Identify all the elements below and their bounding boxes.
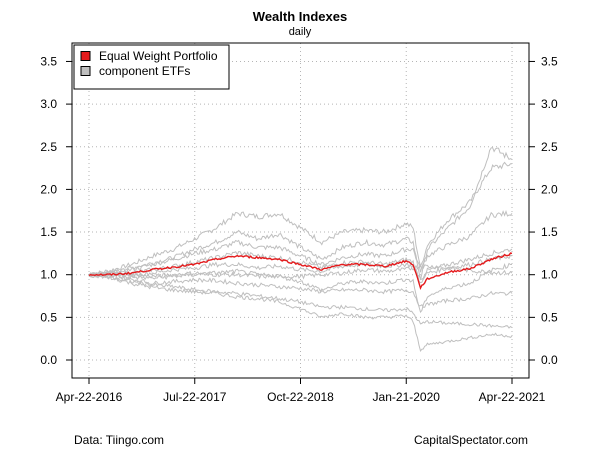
- legend-label: Equal Weight Portfolio: [99, 49, 218, 63]
- chart-title: Wealth Indexes: [252, 9, 348, 24]
- x-tick-label: Jan-21-2020: [373, 390, 441, 404]
- y-tick-label-right: 0.0: [541, 353, 558, 367]
- y-tick-label-left: 0.5: [40, 310, 57, 324]
- legend-box: [73, 44, 230, 90]
- y-tick-label-right: 0.5: [541, 310, 558, 324]
- x-tick-label: Jul-22-2017: [163, 390, 227, 404]
- y-tick-label-right: 1.0: [541, 268, 558, 282]
- y-tick-label-right: 2.5: [541, 140, 558, 154]
- component-etf-line-10: [88, 262, 512, 314]
- legend-swatch: [80, 51, 91, 61]
- y-tick-label-left: 1.0: [40, 268, 57, 282]
- y-tick-label-left: 3.0: [40, 97, 57, 111]
- y-tick-label-left: 2.0: [40, 182, 57, 196]
- equal-weight-portfolio-line: [88, 252, 513, 291]
- y-tick-label-right: 3.5: [541, 54, 558, 68]
- component-etf-line-2: [88, 147, 513, 281]
- x-tick-label: Apr-22-2021: [479, 390, 546, 404]
- y-tick-label-right: 3.0: [541, 97, 558, 111]
- y-tick-label-left: 2.5: [40, 140, 57, 154]
- website-credit: CapitalSpectator.com: [413, 433, 528, 447]
- legend-swatch: [80, 66, 91, 76]
- component-etf-line-5: [88, 254, 513, 281]
- data-source-note: Data: Tiingo.com: [74, 433, 165, 447]
- x-tick-label: Oct-22-2018: [267, 390, 334, 404]
- legend-label: component ETFs: [99, 64, 190, 78]
- component-etf-line-6: [88, 264, 513, 280]
- component-etf-line-8: [88, 273, 513, 329]
- y-tick-label-left: 0.0: [40, 353, 57, 367]
- component-etf-line-3: [88, 209, 513, 277]
- y-tick-label-left: 1.5: [40, 225, 57, 239]
- y-tick-label-right: 1.5: [541, 225, 558, 239]
- component-etf-line-9: [88, 272, 513, 352]
- chart-subtitle: daily: [288, 26, 312, 38]
- component-etf-line-1: [88, 161, 512, 277]
- y-tick-label-left: 3.5: [40, 54, 57, 68]
- x-tick-label: Apr-22-2016: [56, 390, 123, 404]
- y-tick-label-right: 2.0: [541, 182, 558, 196]
